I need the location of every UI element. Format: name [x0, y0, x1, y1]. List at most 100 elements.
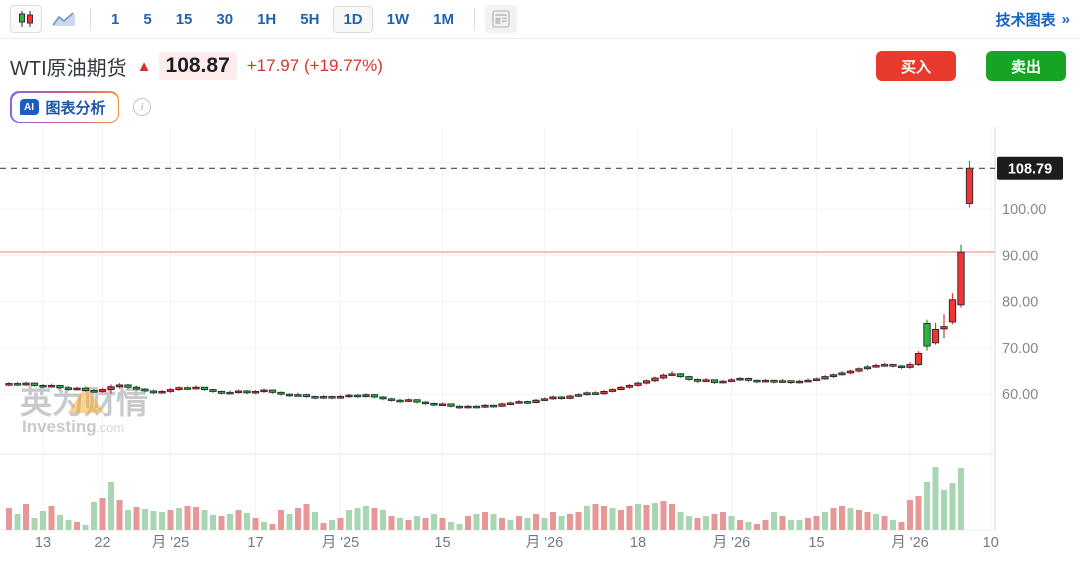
candle-body — [702, 379, 710, 382]
buy-button[interactable]: 买入 — [876, 51, 956, 81]
candle-body — [523, 401, 532, 404]
volume-bar — [592, 504, 599, 530]
interval-1h[interactable]: 1H — [257, 10, 277, 28]
volume-bar — [618, 510, 624, 530]
candle-body — [642, 380, 651, 384]
candle-body — [124, 384, 132, 388]
volume-bar — [813, 516, 820, 530]
candle-body — [217, 390, 226, 394]
interval-30[interactable]: 30 — [216, 10, 234, 28]
volume-bar — [873, 514, 879, 530]
candle-body — [931, 328, 940, 344]
candle-body — [872, 365, 880, 368]
info-icon[interactable]: i — [133, 98, 152, 116]
candlestick-chart-icon — [19, 11, 33, 27]
candle-body — [64, 387, 73, 391]
area-chart-button[interactable] — [48, 5, 80, 33]
axis-tick-label: 90.00 — [1002, 248, 1038, 264]
candle-body — [659, 374, 668, 379]
axis-tick-label: 月 '26 — [713, 535, 750, 551]
volume-bar — [830, 508, 837, 530]
interval-1d[interactable]: 1D — [333, 5, 373, 33]
volume-bar — [329, 520, 335, 530]
volume-bar — [626, 506, 633, 530]
candle-body — [710, 379, 719, 384]
volume-bar — [567, 514, 573, 530]
candle-body — [821, 376, 829, 380]
ai-chart-analysis-label: 图表分析 — [45, 99, 106, 117]
volume-bar — [473, 514, 480, 530]
candle-body — [948, 299, 957, 323]
volume-bar — [907, 500, 913, 530]
candle-body — [13, 383, 22, 386]
volume-bar — [320, 523, 327, 530]
price-chart[interactable]: 英为财情Investing.com110.00100.0090.0080.007… — [0, 127, 1080, 567]
volume-bar — [737, 520, 743, 530]
candle-body — [166, 389, 175, 392]
interval-5h[interactable]: 5H — [300, 10, 320, 28]
quote-header: WTI原油期货 ▲ 108.87 +17.97 (+19.77%) 买入 卖出 — [0, 39, 1080, 87]
volume-bar — [847, 508, 854, 530]
technical-chart-link[interactable]: 技术图表 » — [996, 9, 1070, 30]
volume-bar — [584, 506, 590, 530]
candle-body — [812, 378, 821, 381]
volume-bar — [371, 508, 378, 530]
candle-body — [549, 396, 557, 400]
candle-body — [838, 372, 846, 376]
candle-body — [5, 383, 13, 386]
candle-body — [651, 377, 659, 382]
axis-tick-label: 15 — [434, 535, 450, 551]
news-panel-icon — [492, 10, 510, 28]
interval-15[interactable]: 15 — [175, 10, 193, 28]
change-percent: (+19.77%) — [303, 56, 383, 75]
volume-bar — [278, 510, 284, 530]
volume-bar — [771, 512, 777, 530]
candle-body — [532, 399, 540, 403]
axis-tick-label: 22 — [94, 535, 110, 551]
volume-bar — [703, 516, 709, 530]
price-change: +17.97 (+19.77%) — [247, 56, 383, 76]
candle-body — [829, 374, 838, 378]
candle-body — [81, 387, 90, 391]
volume-bar — [227, 514, 233, 530]
volume-bar — [31, 518, 38, 530]
volume-bar — [890, 520, 896, 530]
volume-bar — [669, 504, 675, 530]
volume-bar — [414, 516, 420, 530]
volume-bar — [796, 520, 803, 530]
volume-bar — [881, 516, 888, 530]
interval-1m[interactable]: 1M — [433, 10, 454, 28]
volume-bar — [499, 518, 505, 530]
candle-body — [914, 353, 923, 366]
sell-button[interactable]: 卖出 — [986, 51, 1066, 81]
interval-5[interactable]: 5 — [143, 10, 152, 28]
news-panel-button[interactable] — [484, 5, 517, 33]
candle-body — [243, 390, 251, 394]
candle-body — [294, 394, 302, 397]
volume-bar — [57, 515, 63, 530]
last-price-label-bg — [997, 156, 1063, 180]
axis-tick-label: 月 '25 — [152, 535, 189, 551]
candle-body — [906, 364, 914, 368]
axis-tick-label: 15 — [808, 535, 824, 551]
watermark-logo-mark — [68, 385, 104, 413]
volume-bar — [507, 520, 514, 530]
candle-body — [73, 387, 81, 391]
candle-body — [22, 382, 30, 386]
candle-body — [574, 394, 583, 397]
candlestick-chart-button[interactable] — [10, 5, 42, 33]
candle-body — [107, 386, 115, 391]
volume-bar — [303, 504, 310, 530]
ai-chart-analysis-button[interactable]: AI 图表分析 — [10, 91, 120, 123]
volume-bar — [99, 498, 106, 530]
interval-1w[interactable]: 1W — [386, 10, 410, 28]
volume-bar — [346, 510, 352, 530]
candle-body — [557, 396, 566, 400]
candle-body — [209, 389, 217, 392]
candle-body — [430, 403, 438, 406]
chart-type-group — [10, 5, 80, 33]
volume-bar — [915, 496, 922, 530]
candle-body — [285, 393, 294, 397]
interval-1[interactable]: 1 — [111, 10, 120, 28]
volume-bar — [643, 505, 650, 530]
